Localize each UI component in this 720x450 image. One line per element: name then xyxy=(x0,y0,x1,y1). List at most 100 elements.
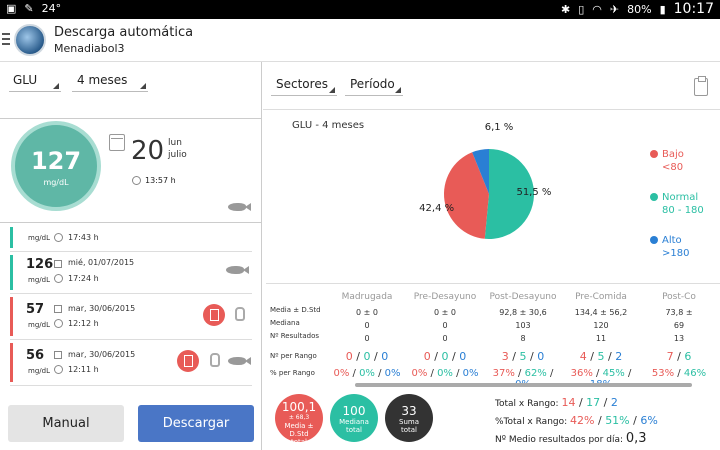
range-count-red: 0 xyxy=(345,350,353,363)
clock-icon xyxy=(132,176,141,185)
measure-select[interactable]: GLU xyxy=(9,68,61,92)
entry-value: 126 xyxy=(26,257,54,272)
range-count-blue: 0 xyxy=(381,350,389,363)
stats-column: Post-Co 73,8 ± 69 13 7 / 6 53% / 46% xyxy=(640,284,718,389)
cell-mean: 92,8 ± 30,6 xyxy=(499,308,547,317)
legend-range: >180 xyxy=(662,248,690,259)
month: julio xyxy=(168,150,187,160)
menu-icon[interactable] xyxy=(2,33,10,45)
pie-label: 51,5 % xyxy=(516,187,551,198)
range-pct-green: 0% xyxy=(359,368,375,379)
entry-date: mar, 30/06/2015 xyxy=(68,304,136,313)
cell-mean: 73,8 ± xyxy=(665,308,693,317)
cell-range-pct: 53% / 46% xyxy=(651,368,707,379)
legend-label: Bajo xyxy=(662,149,684,160)
list-item[interactable]: 56 mg/dL mar, 30/06/2015 12:11 h xyxy=(10,340,252,386)
vibrate-icon: ▯ xyxy=(578,2,585,16)
pie-slice-alto xyxy=(472,149,489,194)
cell-count: 0 xyxy=(442,334,448,343)
row-label: Nº Resultados xyxy=(270,332,320,340)
fish-icon[interactable] xyxy=(226,266,249,274)
range-count-blue: 2 xyxy=(615,350,623,363)
clipboard-icon[interactable] xyxy=(694,76,708,96)
entry-color-bar xyxy=(10,255,13,290)
note-button[interactable] xyxy=(177,350,199,372)
entry-time: 12:11 h xyxy=(68,365,99,374)
entry-time: 17:24 h xyxy=(68,274,99,283)
fish-icon[interactable] xyxy=(228,203,251,211)
mean-total-circle: 100,1 ± 68,3 Media ± D.Std total xyxy=(275,394,323,446)
bluetooth-icon: ✱ xyxy=(561,2,571,16)
hand-icon[interactable] xyxy=(210,353,220,367)
row-label: % per Rango xyxy=(270,369,315,377)
list-item[interactable]: mg/dL 17:43 h xyxy=(10,224,252,252)
sectors-select[interactable]: Sectores xyxy=(271,72,337,96)
wifi-icon: ◠ xyxy=(592,2,602,16)
legend-swatch xyxy=(650,150,658,158)
manual-button[interactable]: Manual xyxy=(8,405,124,442)
cell-range-count: 3 / 5 / 0 xyxy=(501,350,545,363)
cell-count: 0 xyxy=(364,334,370,343)
cell-mean: 0 ± 0 xyxy=(356,308,378,317)
period-select-value: 4 meses xyxy=(77,73,128,87)
hand-icon[interactable] xyxy=(235,307,245,321)
pie-slice-bajo xyxy=(444,152,489,239)
pie-chart: 51,5 % 42,4 % 6,1 % xyxy=(419,122,551,239)
download-button[interactable]: Descargar xyxy=(138,405,254,442)
dropdown-triangle-icon xyxy=(329,87,335,93)
cell-count: 8 xyxy=(520,334,526,343)
fish-icon[interactable] xyxy=(228,357,251,365)
sum-total-circle: 33 Suma total xyxy=(385,394,433,442)
app-title: Descarga automática xyxy=(54,25,194,40)
battery-icon: ▮ xyxy=(659,2,666,16)
range-count-green: 6 xyxy=(684,350,692,363)
cell-median: 0 xyxy=(442,321,448,330)
divider xyxy=(0,222,262,223)
entry-color-bar xyxy=(10,343,13,382)
range-pct-blue: 0% xyxy=(384,368,401,379)
cell-count: 11 xyxy=(595,334,607,343)
list-item[interactable]: 57 mg/dL mar, 30/06/2015 12:12 h xyxy=(10,294,252,340)
clock-icon xyxy=(54,365,63,374)
clock-icon xyxy=(54,233,63,242)
median-total-label: Mediana xyxy=(339,418,369,426)
measure-select-value: GLU xyxy=(13,73,38,87)
period-range-select[interactable]: Período xyxy=(345,72,403,96)
list-item[interactable]: 126 mg/dL mié, 01/07/2015 17:24 h xyxy=(10,252,252,294)
calendar-icon xyxy=(109,134,125,151)
avg-results: Nº Medio resultados por día: 0,3 xyxy=(495,431,647,446)
sum-total-value: 33 xyxy=(401,404,417,418)
current-glucose-value: 127 xyxy=(30,147,82,175)
calendar-icon xyxy=(54,351,62,359)
legend-range: 80 - 180 xyxy=(662,205,704,216)
range-pct-blue: 0% xyxy=(462,368,479,379)
app-logo[interactable] xyxy=(14,24,46,56)
cell-count: 13 xyxy=(673,334,685,343)
pct-range: %Total x Rango: 42% / 51% / 6% xyxy=(495,414,658,427)
row-label: Nº per Rango xyxy=(270,352,317,360)
sum-total-label2: total xyxy=(400,426,417,434)
total-range-normal: 17 xyxy=(586,396,601,409)
horizontal-scrollbar[interactable] xyxy=(355,383,692,387)
column-header: Pre-Comida xyxy=(575,292,627,302)
column-header: Post-Co xyxy=(662,292,696,302)
clock: 10:17 xyxy=(673,1,714,17)
period-select[interactable]: 4 meses xyxy=(72,68,148,92)
day-text: lun julio xyxy=(168,137,187,161)
entry-date: mar, 30/06/2015 xyxy=(68,350,136,359)
column-header: Post-Desayuno xyxy=(489,292,557,302)
note-button[interactable] xyxy=(203,304,225,326)
entry-unit: mg/dL xyxy=(28,367,50,375)
row-label: Media ± D.Std xyxy=(270,306,321,314)
total-range: Total x Rango: 14 / 17 / 2 xyxy=(495,396,618,409)
entry-unit: mg/dL xyxy=(28,234,50,242)
cell-mean: 0 ± 0 xyxy=(434,308,456,317)
current-glucose-ring: 127 mg/dL xyxy=(11,121,101,211)
battery-level: 80% xyxy=(627,2,652,16)
entry-value: 57 xyxy=(26,302,45,317)
sectors-select-value: Sectores xyxy=(276,77,328,91)
pct-range-high: 6% xyxy=(640,414,658,427)
mean-total-label: Media ± D.Std xyxy=(284,422,314,438)
range-count-red: 4 xyxy=(579,350,587,363)
